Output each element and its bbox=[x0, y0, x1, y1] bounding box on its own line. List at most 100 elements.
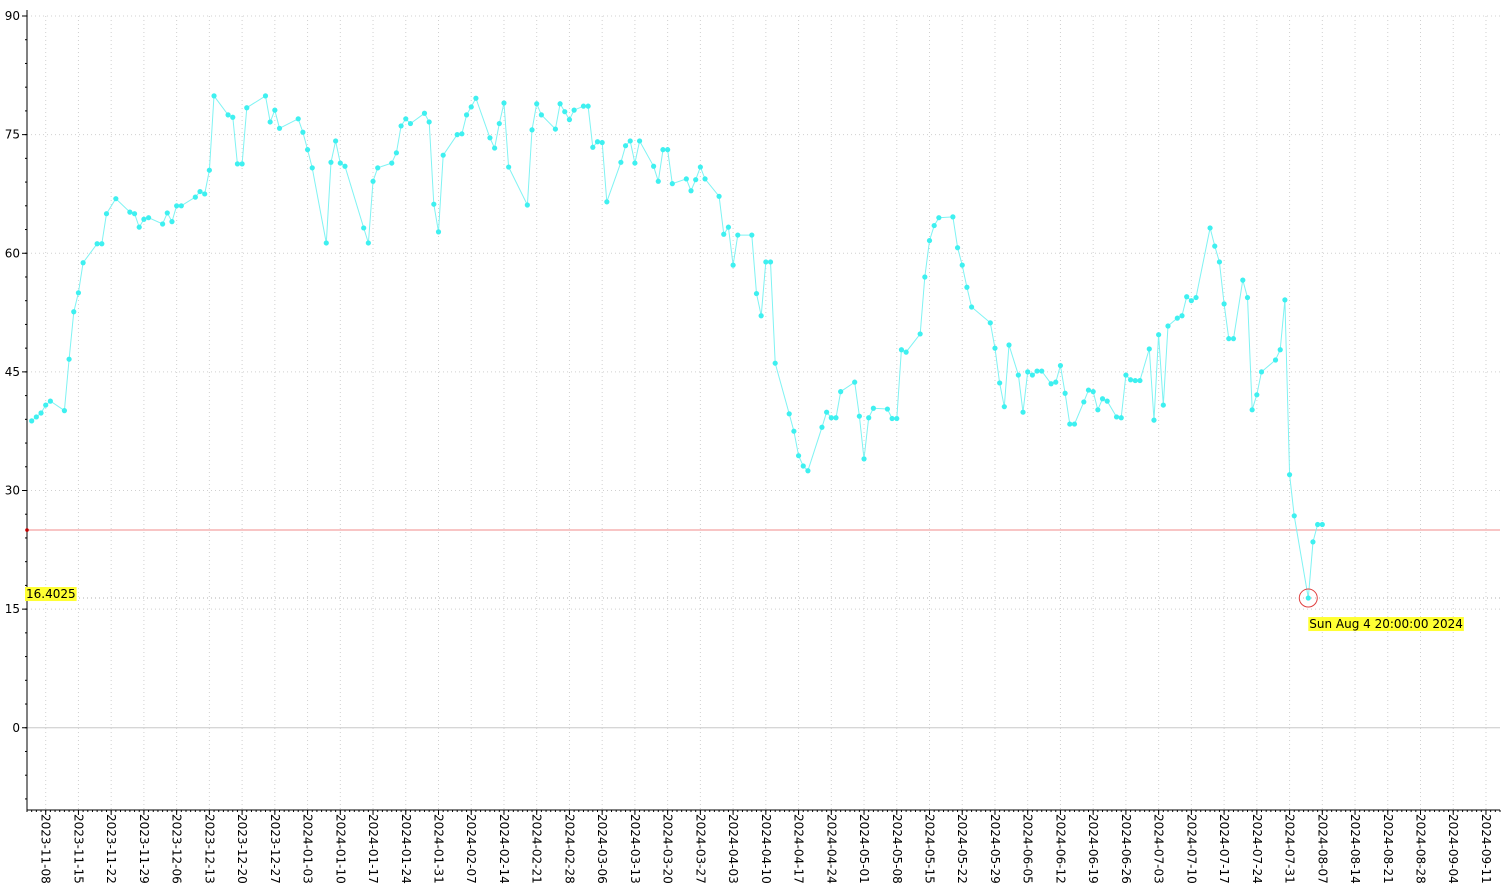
y-tick-label: 75 bbox=[5, 128, 20, 142]
data-point bbox=[819, 424, 825, 430]
x-tick-label: 2024-02-28 bbox=[562, 814, 576, 884]
data-point bbox=[968, 304, 975, 310]
data-point bbox=[501, 100, 507, 106]
data-point bbox=[651, 163, 657, 169]
data-point bbox=[1174, 315, 1180, 321]
data-point bbox=[1160, 402, 1166, 408]
data-point bbox=[562, 109, 568, 115]
data-point bbox=[295, 116, 301, 122]
x-tick-label: 2024-05-08 bbox=[890, 814, 904, 884]
data-point bbox=[936, 215, 942, 221]
x-tick-label: 2023-12-20 bbox=[235, 814, 249, 884]
data-point bbox=[1123, 372, 1129, 378]
data-point bbox=[1099, 396, 1106, 402]
x-tick-label: 2024-07-17 bbox=[1217, 814, 1231, 884]
data-point bbox=[1015, 372, 1021, 378]
data-point bbox=[496, 120, 502, 127]
data-point bbox=[683, 176, 689, 182]
data-point bbox=[1272, 357, 1279, 363]
x-tick-label: 2024-03-20 bbox=[661, 814, 675, 884]
data-point bbox=[1048, 381, 1054, 387]
x-tick-label: 2023-11-08 bbox=[39, 814, 53, 884]
data-point bbox=[571, 107, 577, 113]
data-point bbox=[870, 405, 876, 411]
data-point bbox=[454, 132, 460, 138]
data-point bbox=[211, 93, 217, 99]
data-point bbox=[894, 415, 900, 422]
data-point bbox=[1315, 521, 1321, 528]
x-tick-label: 2023-11-22 bbox=[104, 814, 118, 884]
data-point bbox=[127, 209, 133, 215]
x-tick-label: 2024-03-13 bbox=[628, 814, 642, 884]
data-point bbox=[1151, 417, 1157, 423]
data-point bbox=[47, 398, 53, 404]
data-point bbox=[833, 415, 839, 421]
data-point bbox=[1226, 336, 1232, 342]
data-point bbox=[1029, 372, 1035, 378]
data-point bbox=[1282, 297, 1288, 303]
data-point bbox=[1113, 414, 1120, 420]
x-tick-label: 2024-01-24 bbox=[399, 814, 413, 884]
data-point bbox=[1127, 377, 1134, 383]
data-point bbox=[463, 112, 470, 118]
data-point bbox=[665, 147, 671, 153]
data-point bbox=[141, 216, 147, 222]
data-point bbox=[1025, 369, 1031, 375]
x-tick-label: 2024-03-27 bbox=[693, 814, 707, 884]
data-point bbox=[1118, 415, 1124, 421]
data-point bbox=[276, 125, 283, 131]
data-point bbox=[244, 105, 250, 111]
data-point bbox=[234, 161, 241, 167]
data-point bbox=[1286, 472, 1293, 478]
data-point bbox=[1062, 390, 1068, 396]
data-point bbox=[786, 411, 792, 417]
y-tick-label: 30 bbox=[5, 484, 20, 498]
data-point bbox=[487, 135, 493, 141]
data-point bbox=[1249, 407, 1255, 413]
x-tick-label: 2024-09-11 bbox=[1479, 814, 1493, 884]
data-point bbox=[1258, 369, 1265, 375]
x-tick-label: 2024-08-07 bbox=[1315, 814, 1329, 884]
data-point bbox=[852, 379, 858, 385]
data-point bbox=[889, 415, 895, 422]
data-point bbox=[206, 167, 212, 173]
y-value-label: 16.4025 bbox=[26, 587, 76, 601]
x-tick-label: 2024-03-06 bbox=[595, 814, 609, 884]
data-point bbox=[202, 191, 208, 197]
data-point bbox=[1207, 225, 1213, 231]
x-tick-label: 2023-11-29 bbox=[137, 814, 151, 884]
data-point bbox=[1165, 323, 1171, 329]
data-point bbox=[61, 408, 68, 414]
x-tick-label: 2024-07-24 bbox=[1250, 814, 1264, 884]
data-point bbox=[987, 320, 993, 326]
data-point bbox=[66, 356, 72, 362]
data-point bbox=[33, 414, 39, 420]
data-point bbox=[697, 164, 703, 170]
data-point bbox=[552, 126, 559, 132]
x-tick-label: 2024-08-21 bbox=[1381, 814, 1395, 884]
x-tick-label: 2023-12-13 bbox=[202, 814, 216, 884]
data-point bbox=[29, 418, 35, 424]
data-point bbox=[1034, 368, 1040, 374]
data-point bbox=[702, 176, 708, 182]
x-tick-label: 2023-12-06 bbox=[170, 814, 184, 884]
data-point bbox=[131, 211, 138, 217]
data-point bbox=[622, 143, 629, 149]
data-point bbox=[1020, 409, 1026, 415]
data-point bbox=[636, 138, 643, 144]
data-point bbox=[964, 284, 970, 290]
data-point bbox=[566, 116, 573, 123]
x-tick-label: 2024-07-10 bbox=[1184, 814, 1198, 884]
data-point bbox=[1001, 404, 1007, 410]
data-point bbox=[1090, 389, 1096, 395]
data-point bbox=[1132, 377, 1138, 384]
data-point bbox=[594, 139, 601, 145]
data-point bbox=[1095, 407, 1101, 413]
data-point bbox=[922, 274, 928, 280]
data-point bbox=[365, 240, 371, 246]
x-tick-label: 2024-07-03 bbox=[1152, 814, 1166, 884]
data-point bbox=[903, 349, 909, 355]
data-point bbox=[370, 178, 376, 184]
data-point bbox=[1067, 421, 1073, 427]
x-tick-label: 2023-11-15 bbox=[71, 814, 85, 884]
